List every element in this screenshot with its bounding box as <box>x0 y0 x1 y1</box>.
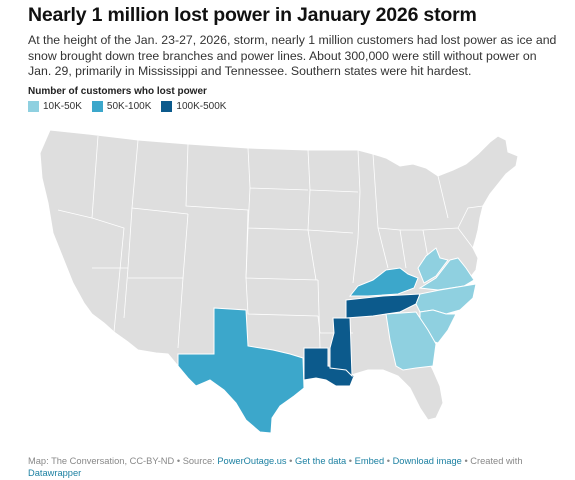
state-west-virginia <box>417 247 449 284</box>
legend-item-low: 10K-50K <box>28 101 82 112</box>
download-image-link[interactable]: Download image <box>392 456 462 466</box>
get-data-link[interactable]: Get the data <box>295 456 347 466</box>
state-kentucky <box>348 267 419 297</box>
us-map-svg <box>39 129 519 434</box>
chart-description: At the height of the Jan. 23-27, 2026, s… <box>28 33 557 78</box>
legend-item-mid: 50K-100K <box>91 101 152 112</box>
state-borders <box>57 135 484 349</box>
legend-title: Number of customers who lost power <box>28 86 207 97</box>
legend-swatch-low <box>28 101 39 112</box>
sep-1: • <box>176 456 181 466</box>
source-link[interactable]: PowerOutage.us <box>217 456 287 466</box>
embed-link[interactable]: Embed <box>354 456 385 466</box>
state-georgia <box>385 311 437 371</box>
footer: Map: The Conversation, CC-BY-ND • Source… <box>28 455 558 479</box>
state-mississippi <box>329 317 353 378</box>
sep-5: • <box>464 456 468 466</box>
source-prefix: Source: <box>182 456 215 466</box>
us-map <box>28 118 548 443</box>
legend-swatch-high <box>161 101 173 112</box>
legend-label-high: 100K-500K <box>176 101 227 112</box>
state-louisiana <box>303 347 355 387</box>
legend-label-low: 10K-50K <box>43 101 82 112</box>
legend-swatch-mid <box>91 101 103 112</box>
sep-3: • <box>348 456 353 466</box>
legend-label-mid: 50K-100K <box>106 101 152 112</box>
sep-4: • <box>386 456 390 466</box>
legend: 10K-50K 50K-100K 100K-500K <box>28 101 226 112</box>
datawrapper-link[interactable]: Datawrapper <box>28 468 82 478</box>
chart-title: Nearly 1 million lost power in January 2… <box>28 4 477 26</box>
credit: Map: The Conversation, CC-BY-ND <box>28 456 175 466</box>
sep-2: • <box>289 456 293 466</box>
created-with: Created with <box>470 456 523 466</box>
legend-item-high: 100K-500K <box>161 101 226 112</box>
state-tennessee <box>345 293 421 319</box>
state-texas <box>177 307 305 434</box>
